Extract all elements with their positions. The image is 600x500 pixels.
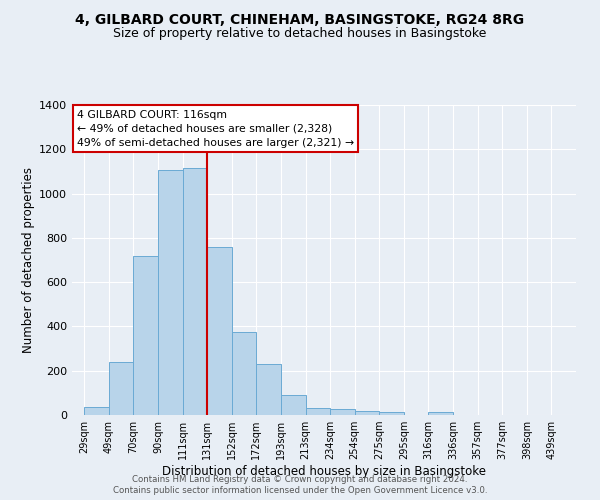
Bar <box>232 332 256 415</box>
Text: 4, GILBARD COURT, CHINEHAM, BASINGSTOKE, RG24 8RG: 4, GILBARD COURT, CHINEHAM, BASINGSTOKE,… <box>76 12 524 26</box>
Text: Contains HM Land Registry data © Crown copyright and database right 2024.: Contains HM Land Registry data © Crown c… <box>132 475 468 484</box>
Bar <box>305 408 330 415</box>
Text: 4 GILBARD COURT: 116sqm
← 49% of detached houses are smaller (2,328)
49% of semi: 4 GILBARD COURT: 116sqm ← 49% of detache… <box>77 110 354 148</box>
Bar <box>84 407 109 415</box>
Text: Size of property relative to detached houses in Basingstoke: Size of property relative to detached ho… <box>113 28 487 40</box>
Bar <box>428 412 453 415</box>
Bar <box>355 410 379 415</box>
Bar <box>109 362 133 415</box>
Text: Contains public sector information licensed under the Open Government Licence v3: Contains public sector information licen… <box>113 486 487 495</box>
Bar <box>133 256 158 415</box>
Bar <box>281 395 305 415</box>
Bar <box>158 170 182 415</box>
Bar <box>330 410 355 415</box>
Bar <box>182 168 207 415</box>
X-axis label: Distribution of detached houses by size in Basingstoke: Distribution of detached houses by size … <box>162 465 486 478</box>
Bar <box>207 246 232 415</box>
Y-axis label: Number of detached properties: Number of detached properties <box>22 167 35 353</box>
Bar <box>379 412 404 415</box>
Bar <box>256 364 281 415</box>
